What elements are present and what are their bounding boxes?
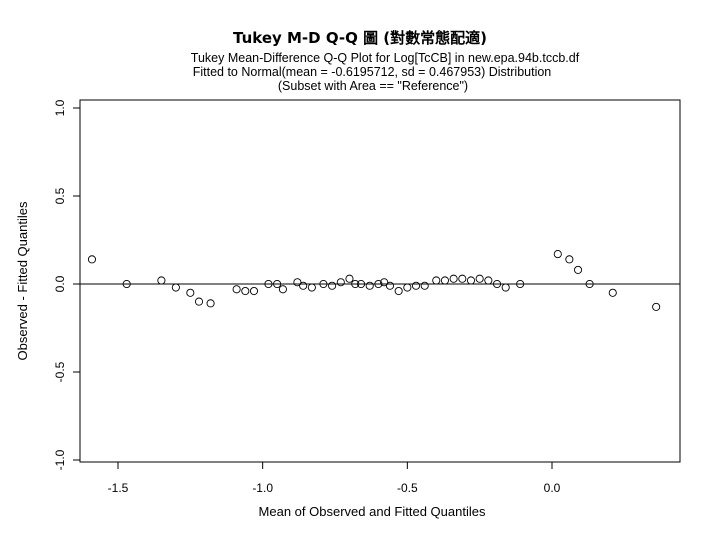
data-point <box>299 281 308 290</box>
data-point <box>171 283 180 292</box>
data-point <box>122 279 131 289</box>
data-point <box>475 274 484 283</box>
data-point <box>278 285 287 294</box>
x-tick-label: 0.0 <box>544 481 561 495</box>
data-point <box>466 276 476 285</box>
chart-subtitle-line-1: Tukey Mean-Difference Q-Q Plot for Log[T… <box>191 51 580 65</box>
data-point <box>420 281 429 290</box>
chart-subtitle-line-2: Fitted to Normal(mean = -0.6195712, sd =… <box>193 65 552 79</box>
data-point <box>403 283 412 292</box>
data-point <box>573 265 583 274</box>
data-point <box>411 281 421 290</box>
data-point <box>345 274 354 283</box>
data-point <box>432 276 441 285</box>
y-tick-label: 1.0 <box>53 99 67 116</box>
data-point <box>449 274 458 283</box>
y-tick-label: -1.0 <box>53 449 67 470</box>
data-point <box>264 279 273 289</box>
data-point <box>652 302 661 311</box>
data-point <box>157 276 166 285</box>
data-point <box>440 276 449 285</box>
data-point <box>307 283 316 292</box>
x-tick-label: -1.0 <box>252 481 273 495</box>
x-axis: -1.5 -1.0 -0.5 0.0 <box>108 461 561 495</box>
data-point <box>374 279 383 289</box>
x-axis-label: Mean of Observed and Fitted Quantiles <box>259 504 486 519</box>
data-point <box>249 286 259 296</box>
data-point <box>319 279 328 289</box>
y-tick-label: -0.5 <box>53 361 67 382</box>
y-axis-label: Observed - Fitted Quantiles <box>15 201 30 360</box>
data-point <box>385 281 395 290</box>
data-point <box>458 274 467 283</box>
data-points <box>87 250 661 311</box>
data-point <box>206 299 215 308</box>
x-tick-label: -0.5 <box>397 481 418 495</box>
data-point <box>380 278 389 287</box>
chart-title: Tukey M-D Q-Q 圖 (對數常態配適) <box>233 29 487 47</box>
data-point <box>273 279 282 289</box>
data-point <box>565 255 574 264</box>
data-point <box>608 288 617 297</box>
data-point <box>241 286 250 296</box>
y-axis: -1.0 -0.5 0.0 0.5 1.0 <box>53 99 81 470</box>
y-tick-label: 0.5 <box>53 187 67 204</box>
data-point <box>194 297 204 306</box>
data-point <box>232 285 241 294</box>
data-point <box>553 250 562 259</box>
data-point <box>492 279 502 289</box>
x-tick-label: -1.5 <box>108 481 129 495</box>
data-point <box>336 278 345 287</box>
data-point <box>356 279 366 289</box>
data-point <box>484 276 493 285</box>
data-point <box>186 288 195 297</box>
chart-subtitle-line-3: (Subset with Area == "Reference") <box>278 79 468 93</box>
data-point <box>516 279 525 289</box>
data-point <box>293 278 302 287</box>
data-point <box>87 255 97 264</box>
data-point <box>394 286 403 296</box>
data-point <box>501 283 510 292</box>
data-point <box>328 281 337 290</box>
data-point <box>351 279 360 289</box>
data-point <box>365 281 374 290</box>
data-point <box>585 279 594 289</box>
y-tick-label: 0.0 <box>53 275 67 292</box>
